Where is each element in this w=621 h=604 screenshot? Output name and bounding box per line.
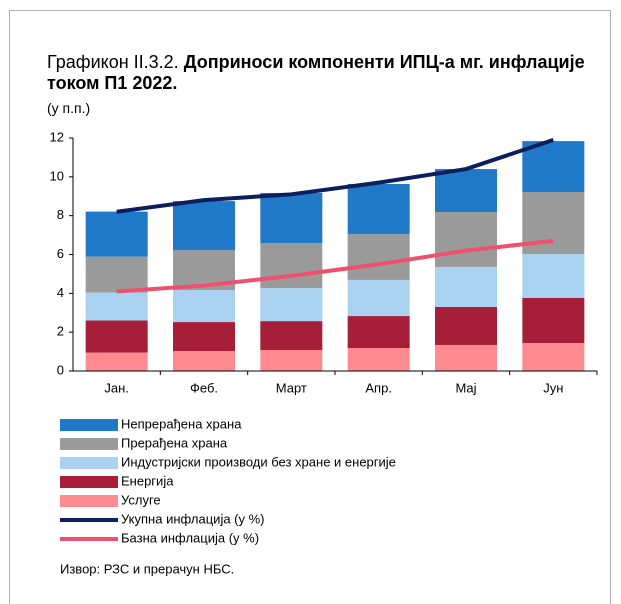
bar-segment [522,254,585,298]
legend-label: Услуге [121,492,161,507]
bar-segment [522,297,585,344]
title-number: Графикон II.3.2. [47,52,179,72]
x-tick-label: Феб. [190,380,218,395]
x-tick-label: Апр. [365,380,392,395]
legend-label: Непрерађена храна [121,416,242,431]
legend-swatch [60,419,118,431]
bar-segment [522,343,585,371]
bar-segment [347,316,410,349]
chart-title-box: Графикон II.3.2. Доприноси компоненти ИП… [47,52,587,94]
legend-swatch [60,457,118,469]
y-tick-label: 12 [50,129,64,144]
legend-label: Укупна инфлација (у %) [121,511,265,526]
y-tick-label: 0 [57,362,64,377]
bar-segment [260,321,323,351]
bar-segment [347,184,410,235]
bar-segment [435,211,497,267]
line-series [116,238,554,294]
bar-segment [435,344,497,371]
y-tick-label: 10 [50,168,64,183]
x-tick-label: Март [276,380,307,395]
legend-label: Базна инфлација (у %) [121,530,259,545]
y-tick-label: 4 [57,285,64,300]
bar-segment [173,322,235,352]
bar-segment [522,141,585,192]
bar-segment [260,350,323,371]
y-tick-label: 8 [57,207,64,222]
bar-segment [85,256,148,293]
legend-swatch [60,495,118,507]
bar-segment [173,351,235,371]
x-tick-label: Јан. [104,380,129,395]
bar-segment [260,192,323,244]
bar-segment [173,201,235,251]
bar-segment [435,266,497,307]
y-tick-label: 6 [57,246,64,261]
y-axis-label: (у п.п.) [47,100,91,116]
bar-segment [347,279,410,317]
line-series [116,138,554,214]
y-tick-label: 2 [57,324,64,339]
bar-segment [435,306,497,345]
legend-swatch [60,476,118,488]
x-tick-label: Јун [543,380,563,395]
bar-segment [85,320,148,353]
legend-label: Индустријски производи без хране и енерг… [121,454,396,469]
bar-segment [85,292,148,321]
frame [9,10,611,604]
source-note: Извор: РЗС и прерачун НБС. [60,561,234,576]
chart-title: Доприноси компоненти ИПЦ-а мг. инфлације… [47,52,585,93]
bar-segment [260,288,323,322]
legend-swatch [60,438,118,450]
bar-segment [435,169,497,212]
bar-segment [173,290,235,323]
bar-segment [260,243,323,289]
bar-segment [85,211,148,257]
bar-segment [347,234,410,280]
legend-label: Прерађена храна [121,435,228,450]
bar-segment [347,348,410,371]
bar-segment [85,352,148,371]
legend-label: Енергија [121,473,174,488]
x-tick-label: Мај [455,380,476,395]
